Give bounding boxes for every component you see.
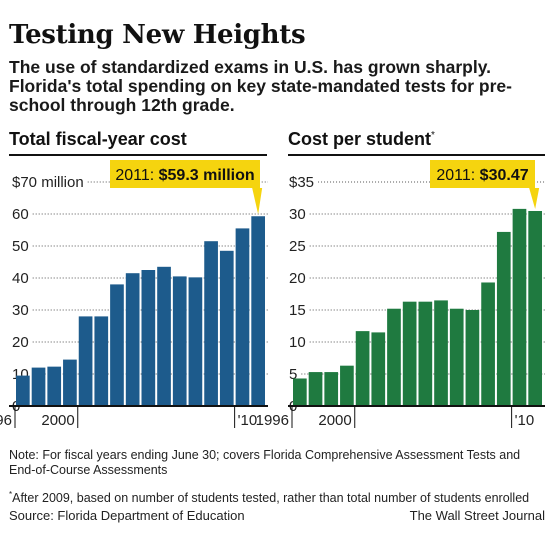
left-y-tick-label: 30 [12, 302, 29, 319]
left-callout-year: 2011: [115, 167, 158, 184]
footnote-text: After 2009, based on number of students … [12, 491, 530, 506]
right-bar-1998 [324, 372, 339, 406]
right-bar-1997 [308, 372, 323, 406]
left-bar-2005 [157, 266, 171, 406]
right-bar-2006 [449, 308, 464, 406]
credit-text: The Wall Street Journal [409, 508, 545, 523]
left-y-tick-label: 40 [12, 270, 29, 287]
right-bar-2011 [528, 210, 542, 406]
right-x-label-2010: '10 [515, 412, 535, 429]
right-bar-2008 [481, 282, 495, 406]
source-text: Source: Florida Department of Education [9, 508, 245, 523]
right-panel-title: Cost per student* [288, 129, 435, 150]
right-callout-text: 2011: $30.47 [436, 167, 528, 184]
left-bar-2004 [141, 270, 156, 406]
left-x-label-1996: 1996 [0, 412, 12, 429]
right-bar-2009 [496, 231, 511, 406]
right-y-tick-label: $35 [289, 174, 314, 191]
right-y-tick-label: 5 [289, 366, 297, 383]
right-bar-1996 [293, 378, 307, 406]
footnote: *After 2009, based on number of students… [9, 487, 529, 506]
right-callout-box [430, 160, 540, 209]
left-bar-2000 [78, 316, 93, 406]
note-text: Note: For fiscal years ending June 30; c… [9, 448, 521, 477]
right-bar-2002 [387, 308, 401, 406]
chart-title: Testing New Heights [9, 20, 306, 50]
left-bar-2001 [94, 316, 109, 406]
right-callout-value: $30.47 [480, 167, 529, 184]
right-y-tick-label: 25 [289, 238, 306, 255]
left-bar-2009 [219, 250, 234, 406]
right-bar-2010 [512, 208, 527, 406]
left-x-label-2000: 2000 [41, 412, 74, 429]
left-y-tick-label: $70 million [12, 174, 84, 191]
right-panel-rule [288, 154, 545, 156]
right-bar-1999 [340, 365, 354, 406]
left-bar-2011 [251, 216, 265, 406]
right-bar-2004 [418, 301, 433, 406]
left-bar-2006 [172, 276, 187, 406]
right-bar-2003 [402, 301, 417, 406]
right-callout-year: 2011: [436, 167, 479, 184]
right-panel-title-text: Cost per student [288, 129, 432, 149]
footnote-mark: * [9, 490, 13, 499]
left-y-tick-label: 50 [12, 238, 29, 255]
left-bar-2007 [188, 277, 203, 406]
right-bar-2007 [465, 310, 480, 406]
left-callout-value: $59.3 million [159, 167, 255, 184]
chart-subtitle: The use of standardized exams in U.S. ha… [9, 57, 512, 115]
right-y-tick-label: 20 [289, 270, 306, 287]
right-bar-2001 [371, 332, 386, 406]
source-line: Source: Florida Department of Education … [9, 508, 545, 523]
left-panel-title-text: Total fiscal-year cost [9, 129, 187, 149]
left-bar-2008 [204, 241, 218, 406]
left-bar-2002 [110, 284, 124, 406]
right-bar-2000 [355, 331, 370, 406]
left-y-tick-label: 60 [12, 206, 29, 223]
right-y-tick-label: 10 [289, 334, 306, 351]
left-y-tick-label: 20 [12, 334, 29, 351]
right-x-label-1996: 1996 [256, 412, 289, 429]
left-panel-rule [9, 154, 267, 156]
right-panel-title-mark: * [431, 130, 435, 141]
left-bar-1998 [47, 366, 62, 406]
left-callout-text: 2011: $59.3 million [115, 167, 254, 184]
left-callout-box [110, 160, 263, 215]
left-bar-2003 [125, 273, 140, 406]
right-bar-2005 [434, 300, 448, 406]
right-y-tick-label: 30 [289, 206, 306, 223]
left-bar-1996 [16, 375, 30, 406]
left-panel-title: Total fiscal-year cost [9, 129, 187, 150]
left-bar-2010 [235, 228, 250, 406]
right-x-label-2000: 2000 [318, 412, 351, 429]
left-bar-1999 [63, 359, 77, 406]
right-y-tick-label: 15 [289, 302, 306, 319]
left-x-label-2010: '10 [238, 412, 258, 429]
left-bar-1997 [31, 367, 46, 406]
